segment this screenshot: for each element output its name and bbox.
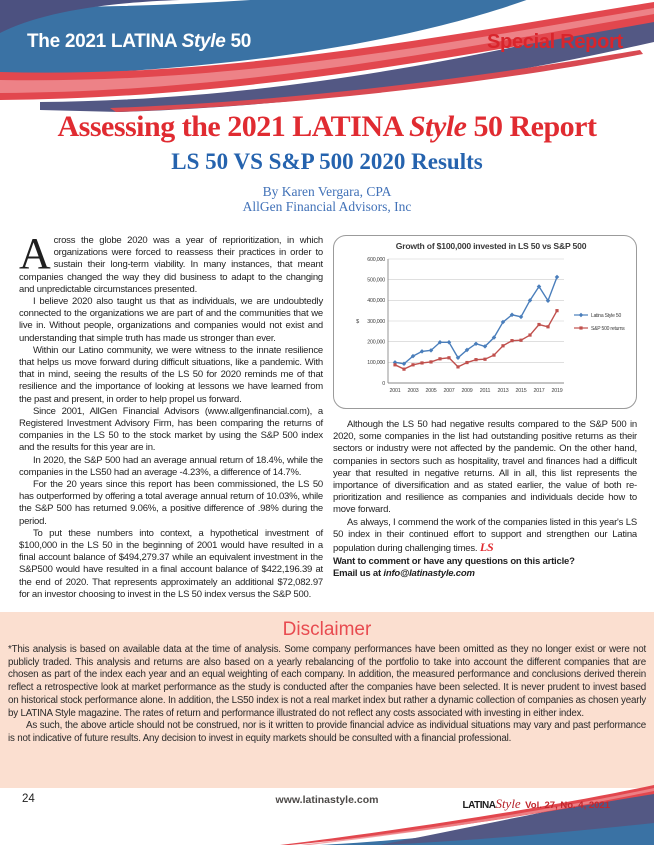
svg-text:0: 0	[382, 381, 385, 387]
body-paragraph: For the 20 years since this report has b…	[19, 479, 323, 527]
svg-text:500,000: 500,000	[367, 278, 385, 284]
footer-wave-graphic	[280, 785, 654, 845]
svg-text:100,000: 100,000	[367, 360, 385, 366]
growth-chart-card: 0 100,000 200,000 300,000 400,000 500,000 600,…	[333, 235, 637, 409]
affiliation: AllGen Financial Advisors, Inc	[242, 199, 412, 214]
svg-text:2009: 2009	[462, 388, 473, 394]
callout-email-line: Email us at info@latinastyle.com	[333, 568, 637, 580]
body-paragraph: Within our Latino community, we were wit…	[19, 344, 323, 405]
svg-text:2005: 2005	[426, 388, 437, 394]
callout-email-prefix: Email us at	[333, 568, 384, 580]
svg-text:2019: 2019	[552, 388, 563, 394]
article-title-style: Style	[409, 110, 467, 143]
disclaimer-heading: Disclaimer	[282, 619, 372, 640]
article-title-post: 50 Report	[466, 110, 597, 143]
svg-text:2015: 2015	[516, 388, 527, 394]
svg-text:300,000: 300,000	[367, 319, 385, 325]
latina-style-end-mark: LS	[479, 540, 494, 555]
article-subtitle: LS 50 VS S&P 500 2020 Results	[171, 149, 483, 174]
growth-line-chart: 0 100,000 200,000 300,000 400,000 500,000 600,…	[356, 241, 625, 394]
svg-text:Latina Style 50: Latina Style 50	[591, 313, 621, 319]
right-column: 0 100,000 200,000 300,000 400,000 500,000 600,…	[333, 235, 637, 610]
disclaimer-paragraph: *This analysis is based on available dat…	[8, 644, 646, 719]
svg-text:2001: 2001	[390, 388, 401, 394]
paragraph-text: cross the globe 2020 was a year of repri…	[19, 235, 323, 295]
paragraph-text: As always, I commend the work of the com…	[333, 516, 637, 555]
brand-mark: LATINA	[462, 800, 496, 811]
brand-style-mark: Style	[495, 796, 521, 811]
svg-text:400,000: 400,000	[367, 298, 385, 304]
svg-text:200,000: 200,000	[367, 340, 385, 346]
svg-text:2007: 2007	[444, 388, 455, 394]
body-paragraph: Since 2001, AllGen Financial Advisors (w…	[19, 405, 323, 454]
banner-title-style: Style	[181, 31, 226, 52]
comment-callout: Want to comment or have any questions on…	[333, 556, 637, 580]
website-url[interactable]: www.latinastyle.com	[275, 794, 379, 806]
svg-text:2013: 2013	[498, 388, 509, 394]
body-paragraph: As always, I commend the work of the com…	[333, 517, 637, 556]
byline: By Karen Vergara, CPA AllGen Financial A…	[0, 184, 654, 214]
author: By Karen Vergara, CPA	[262, 184, 392, 199]
header-wave-graphic	[0, 0, 654, 112]
email-link[interactable]: info@latinastyle.com	[383, 568, 475, 580]
banner-title-pre: The 2021 LATINA	[27, 31, 182, 52]
article-title-pre: Assessing the 2021 LATINA	[57, 110, 409, 143]
banner-title: The 2021 LATINA Style 50	[27, 31, 251, 53]
svg-text:2011: 2011	[480, 388, 491, 394]
svg-text:S&P 500 returns: S&P 500 returns	[591, 326, 625, 332]
callout-question: Want to comment or have any questions on…	[333, 556, 575, 568]
body-paragraph: To put these numbers into context, a hyp…	[19, 527, 323, 600]
svg-text:2017: 2017	[534, 388, 545, 394]
svg-text:Growth of $100,000 invested in: Growth of $100,000 invested in LS 50 vs …	[396, 241, 587, 251]
issue-info: Vol. 27, No. 4, 2021	[525, 800, 610, 811]
disclaimer-paragraph: As such, the above article should not be…	[8, 720, 646, 744]
article-title: Assessing the 2021 LATINA Style 50 Repor…	[0, 110, 654, 144]
body-paragraph: In 2020, the S&P 500 had an average annu…	[19, 454, 323, 478]
special-report-label: Special Report	[487, 31, 623, 53]
svg-text:$: $	[356, 319, 360, 325]
svg-text:2003: 2003	[408, 388, 419, 394]
body-paragraph: I believe 2020 also taught us that as in…	[19, 296, 323, 344]
issue-line: LATINAStyle Vol. 27, No. 4, 2021	[463, 795, 610, 813]
body-paragraph: Although the LS 50 had negative results …	[333, 419, 637, 516]
page-number: 24	[22, 793, 35, 805]
drop-cap: A	[19, 235, 51, 278]
banner-title-post: 50	[225, 31, 252, 52]
svg-text:600,000: 600,000	[367, 257, 385, 263]
disclaimer-section: Disclaimer *This analysis is based on av…	[0, 612, 654, 788]
